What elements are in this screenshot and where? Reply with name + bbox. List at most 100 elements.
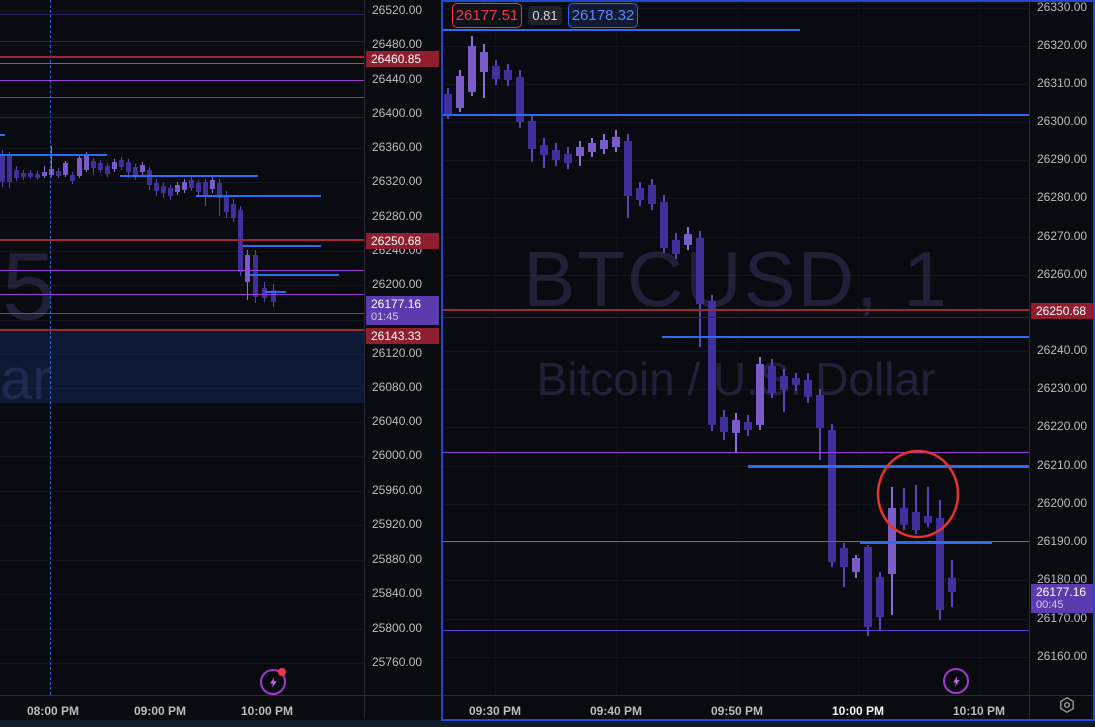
price-line-drawing[interactable] (250, 274, 339, 276)
price-line-drawing[interactable] (443, 114, 1029, 116)
candlestick (126, 162, 131, 172)
candlestick (444, 94, 452, 114)
candlestick (864, 547, 872, 627)
candlestick (84, 156, 89, 170)
gridline-horizontal (443, 313, 1029, 314)
candlestick (0, 154, 5, 182)
price-axis-label: 26480.00 (372, 37, 423, 51)
candlestick (196, 183, 201, 192)
gridline-horizontal (443, 504, 1029, 505)
price-line-drawing[interactable] (443, 29, 800, 31)
right-chart-plot[interactable]: BTCUSD, 1 Bitcoin / U.S. Dollar 26177.51… (443, 0, 1029, 695)
price-axis-label: 26440.00 (372, 72, 423, 86)
candlestick (154, 183, 159, 191)
candlestick (203, 182, 208, 196)
candlestick (924, 516, 932, 523)
time-axis[interactable]: 08:00 PM 09:00 PM 10:00 PM 09:30 PM 09:40 PM… (0, 695, 1095, 721)
price-line-drawing[interactable] (120, 175, 258, 177)
price-line-drawing[interactable] (0, 154, 107, 156)
symbol-watermark: BTCUSD, 1 (523, 235, 949, 323)
candlestick (161, 186, 166, 193)
price-line-drawing[interactable] (0, 13, 365, 15)
candlestick (91, 161, 96, 168)
price-line-drawing[interactable] (0, 134, 5, 136)
price-axis-label: 25880.00 (372, 552, 423, 566)
candlestick (480, 52, 488, 72)
price-line-drawing[interactable] (0, 239, 365, 241)
candlestick (504, 70, 512, 80)
price-red-badge: 26143.33 (366, 328, 439, 344)
symbol-name-watermark: Bitcoin / U.S. Dollar (536, 353, 936, 405)
price-line-drawing[interactable] (243, 245, 321, 247)
left-price-axis[interactable]: 26520.00 26480.00 26440.00 26400.00 26360.00… (365, 0, 440, 695)
candlestick (77, 158, 82, 176)
price-line-drawing[interactable] (0, 312, 365, 314)
highlight-zone-drawing[interactable] (0, 332, 365, 403)
price-purple-badge: 26177.16 01:45 (366, 295, 439, 325)
time-axis-label: 09:40 PM (589, 704, 643, 718)
gridline-horizontal (443, 351, 1029, 352)
candlestick (210, 180, 215, 189)
price-line-drawing[interactable] (443, 629, 1029, 631)
price-axis-label: 26190.00 (1037, 534, 1088, 548)
gridline-horizontal (0, 491, 365, 492)
price-line-drawing[interactable] (0, 96, 365, 98)
ask-button[interactable]: 26178.32 (568, 3, 638, 28)
candlestick-wick (783, 369, 785, 412)
gridline-horizontal (0, 388, 365, 389)
annotation-circle-drawing[interactable] (873, 446, 963, 542)
candlestick (516, 77, 524, 122)
price-line-drawing[interactable] (0, 116, 365, 118)
instant-trading-icon-right[interactable] (943, 668, 969, 694)
price-line-drawing[interactable] (0, 40, 365, 42)
gridline-vertical (495, 0, 496, 695)
gridline-horizontal (0, 80, 365, 81)
candlestick (231, 204, 236, 218)
left-chart-plot[interactable]: 5 ar (0, 0, 365, 695)
gridline-horizontal (0, 45, 365, 46)
candlestick (492, 66, 500, 79)
price-line-drawing[interactable] (0, 269, 365, 271)
candlestick (852, 558, 860, 572)
candlestick (948, 578, 956, 592)
candlestick (900, 508, 908, 525)
price-axis-label: 26270.00 (1037, 229, 1088, 243)
candlestick (147, 170, 152, 185)
price-axis-label: 25760.00 (372, 655, 423, 669)
price-line-drawing[interactable] (0, 56, 365, 58)
time-axis-label: 09:30 PM (468, 704, 522, 718)
instant-trading-icon-left[interactable] (260, 668, 286, 695)
gridline-horizontal (0, 114, 365, 115)
price-line-drawing[interactable] (662, 336, 1029, 338)
price-line-drawing[interactable] (443, 316, 1029, 318)
price-line-drawing[interactable] (265, 291, 286, 293)
candlestick (696, 238, 704, 304)
candlestick (105, 166, 110, 174)
axis-settings-icon[interactable] (1058, 696, 1076, 714)
price-axis-label: 26120.00 (372, 346, 423, 360)
right-price-axis[interactable]: 26330.00 26320.00 26310.00 26300.00 26290.00… (1030, 0, 1095, 695)
price-red-badge: 26250.68 (366, 233, 439, 249)
price-line-drawing[interactable] (860, 540, 992, 544)
price-line-drawing[interactable] (0, 62, 365, 64)
price-line-drawing[interactable] (443, 451, 1029, 453)
candlestick (253, 255, 258, 297)
price-line-drawing[interactable] (0, 79, 365, 81)
price-line-drawing[interactable] (443, 540, 1029, 542)
bid-button[interactable]: 26177.51 (452, 3, 522, 28)
candlestick (936, 518, 944, 610)
candlestick (648, 185, 656, 204)
price-line-drawing[interactable] (0, 293, 365, 295)
time-axis-label: 08:00 PM (26, 704, 80, 718)
candlestick (224, 195, 229, 212)
gridline-horizontal (0, 320, 365, 321)
gridline-vertical (616, 0, 617, 695)
price-line-drawing[interactable] (196, 195, 321, 197)
price-axis-label: 26280.00 (372, 209, 423, 223)
price-line-drawing[interactable] (443, 309, 1029, 311)
price-axis-label: 26240.00 (1037, 343, 1088, 357)
price-line-drawing[interactable] (0, 329, 365, 331)
price-axis-label: 26330.00 (1037, 0, 1088, 14)
price-axis-label: 26310.00 (1037, 76, 1088, 90)
